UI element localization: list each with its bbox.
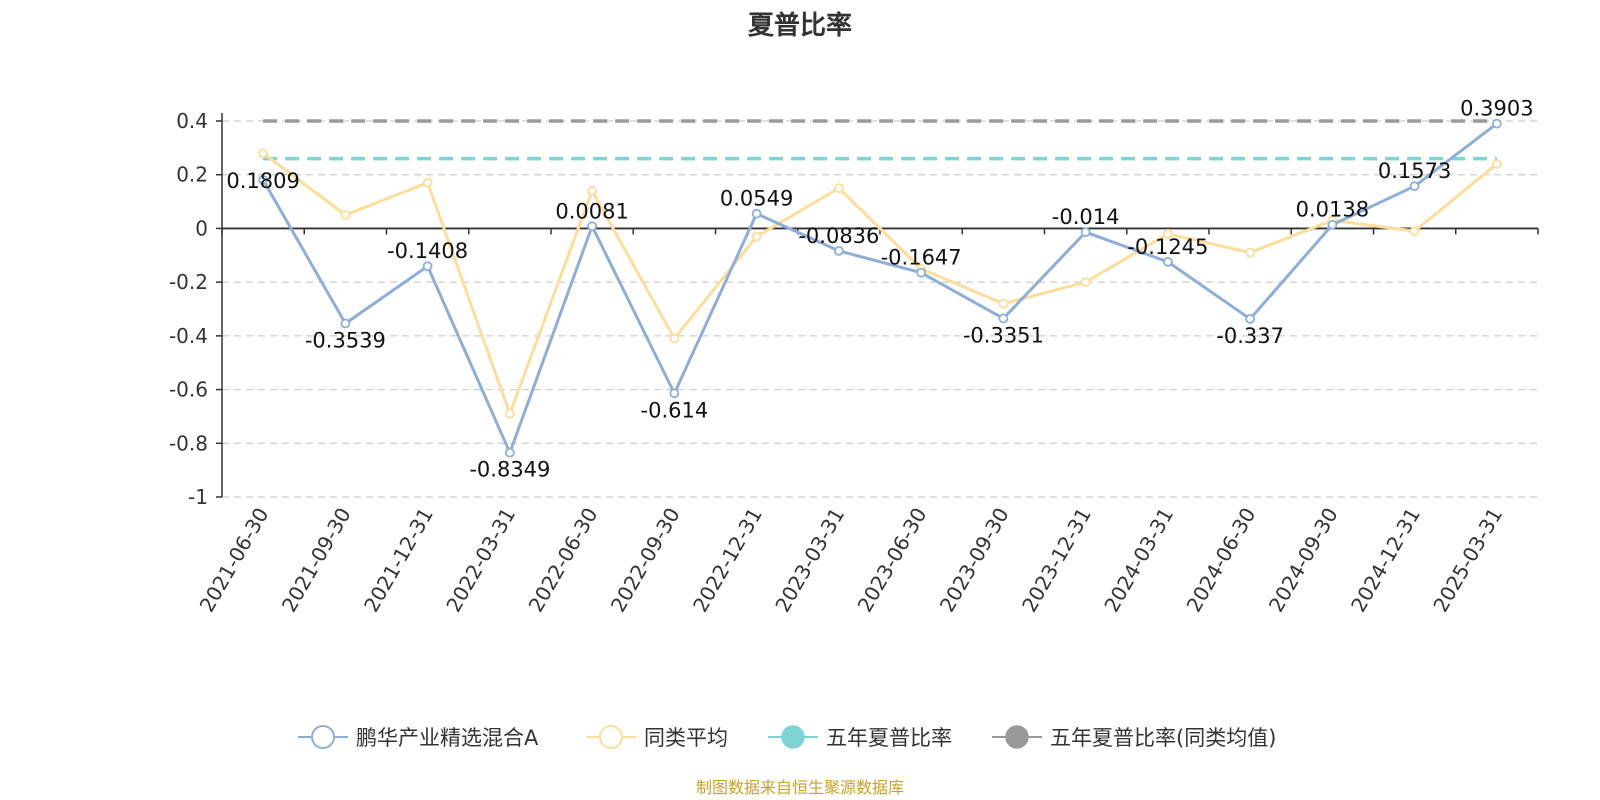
series-point (340, 210, 351, 220)
series-point (1409, 181, 1420, 192)
data-label: -0.614 (641, 398, 709, 422)
x-tick-label: 2023-06-30 (853, 504, 932, 617)
series-point (833, 183, 844, 194)
series-point (422, 261, 433, 272)
y-tick-label: 0 (195, 216, 208, 240)
x-tick-label: 2024-09-30 (1264, 504, 1343, 617)
legend-item: 同类平均 (586, 725, 728, 750)
series-layer (258, 118, 1502, 458)
x-tick-label: 2023-03-31 (770, 504, 849, 617)
x-tick-label: 2023-09-30 (935, 504, 1014, 617)
series-point (1327, 219, 1338, 230)
source-note: 制图数据来自恒生聚源数据库 (696, 778, 904, 797)
data-label: 0.3903 (1460, 97, 1533, 121)
x-tick-label: 2024-03-31 (1099, 504, 1178, 617)
y-tick-label: 0.2 (176, 163, 208, 187)
x-tick-label: 2022-06-30 (524, 504, 603, 617)
series-point (751, 208, 762, 219)
x-tick-label: 2021-09-30 (277, 504, 356, 617)
y-tick-label: 0.4 (176, 109, 208, 133)
y-tick-label: -0.4 (169, 324, 208, 348)
series-point (1491, 118, 1502, 129)
data-label: -0.3539 (305, 328, 386, 352)
series-point (587, 185, 598, 196)
y-tick-label: -0.2 (169, 270, 208, 294)
legend-marker (311, 725, 335, 749)
series-line (262, 152, 1498, 416)
series-point (504, 408, 515, 419)
x-tick-label: 2025-03-31 (1428, 504, 1507, 617)
reference-lines (263, 119, 1497, 161)
data-label: -0.337 (1216, 324, 1284, 348)
data-label: -0.1647 (881, 246, 962, 270)
legend-marker (781, 725, 805, 749)
x-tick-label: 2021-12-31 (359, 504, 438, 617)
x-tick-label: 2021-06-30 (195, 504, 274, 617)
grid-layer (222, 120, 1538, 498)
series-point (669, 333, 680, 344)
data-label: 0.1573 (1378, 159, 1451, 183)
series-point (669, 388, 680, 399)
data-labels: 0.1809 -0.3539 -0.1408 -0.8349 0.0081 -0.614 0… (226, 97, 1533, 482)
series-point (1080, 277, 1091, 288)
data-label: 0.0081 (555, 199, 628, 223)
series-point (1080, 227, 1091, 238)
legend: 鹏华产业精选混合A 同类平均 五年夏普比率 五年夏普比率(同类均值) (298, 725, 1276, 750)
series-point (998, 298, 1009, 309)
legend-label: 同类平均 (644, 726, 728, 750)
series-point (1491, 159, 1502, 169)
data-label: -0.8349 (469, 458, 550, 482)
series-point (751, 231, 762, 242)
legend-marker (1005, 725, 1029, 749)
data-label: -0.014 (1052, 205, 1120, 229)
y-tick-label: -1 (188, 485, 208, 509)
legend-label: 鹏华产业精选混合A (356, 726, 539, 750)
series-point (587, 221, 598, 232)
y-tick-label: -0.6 (169, 378, 208, 402)
data-label: 0.0549 (720, 187, 793, 211)
data-label: 0.0138 (1296, 198, 1369, 222)
x-tick-label: 2022-03-31 (441, 504, 520, 617)
legend-marker (599, 725, 623, 749)
series-point (504, 447, 515, 458)
data-label: 0.1809 (226, 169, 299, 193)
data-label: -0.3351 (963, 323, 1044, 347)
series-point (422, 177, 433, 188)
series-point (998, 313, 1009, 324)
series-point (1409, 226, 1420, 237)
series-point (1162, 228, 1173, 239)
legend-label: 五年夏普比率 (826, 726, 952, 750)
chart-title: 夏普比率 (748, 10, 852, 41)
data-label: -0.1245 (1127, 235, 1208, 259)
series-point (340, 318, 351, 329)
x-tick-label: 2024-12-31 (1346, 504, 1425, 617)
series-line (261, 122, 1498, 455)
series-point (916, 267, 927, 278)
series-point (258, 148, 269, 159)
x-tick-label: 2022-09-30 (606, 504, 685, 617)
series-point (1245, 247, 1256, 258)
y-tick-label: -0.8 (169, 431, 208, 455)
series-point (258, 174, 269, 185)
data-label: -0.1408 (387, 239, 468, 263)
legend-item: 五年夏普比率(同类均值) (992, 725, 1276, 750)
x-tick-label: 2022-12-31 (688, 504, 767, 617)
series-point (1162, 256, 1173, 267)
series-point (833, 245, 844, 256)
legend-item: 鹏华产业精选混合A (298, 725, 539, 750)
x-tick-label: 2023-12-31 (1017, 504, 1096, 617)
series-point (1245, 314, 1256, 324)
legend-item: 五年夏普比率 (768, 725, 952, 750)
x-tick-label: 2024-06-30 (1182, 504, 1261, 617)
legend-label: 五年夏普比率(同类均值) (1050, 726, 1276, 750)
data-label: -0.0836 (798, 224, 879, 248)
